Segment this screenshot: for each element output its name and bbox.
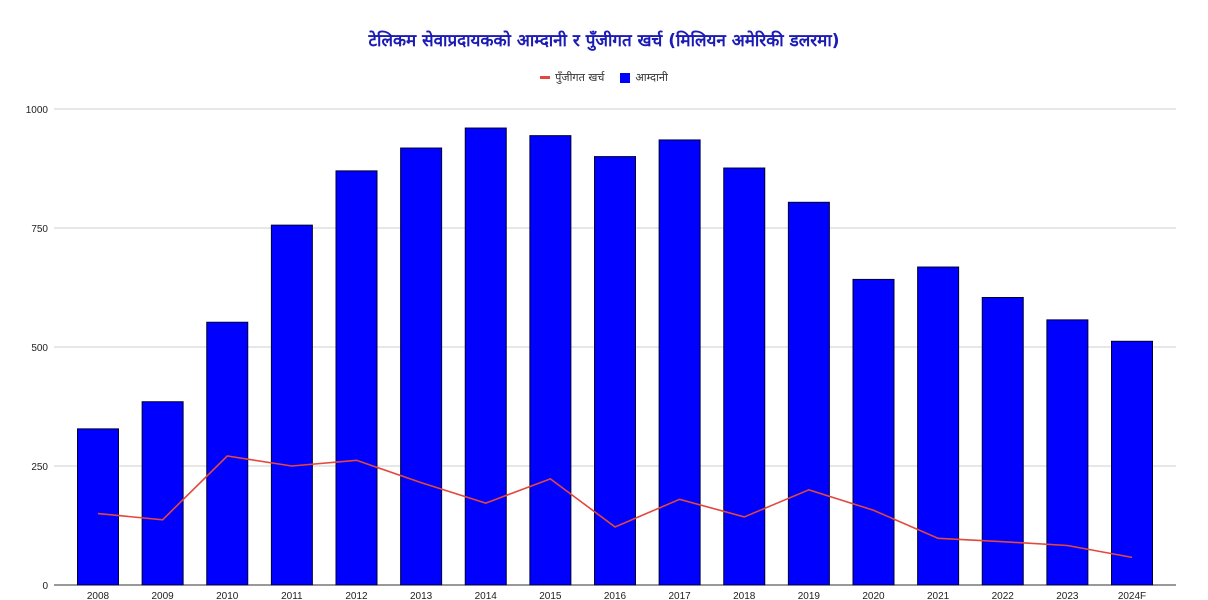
x-tick-label: 2014	[475, 591, 498, 600]
bar	[335, 170, 378, 586]
y-tick-label: 750	[31, 224, 48, 235]
x-tick-label: 2023	[1056, 591, 1079, 600]
legend-label-capex: पुँजीगत खर्च	[555, 71, 605, 84]
bar	[787, 201, 830, 586]
bar	[1046, 319, 1089, 586]
bar	[1111, 340, 1153, 586]
bar	[529, 135, 572, 586]
bar	[141, 401, 184, 586]
x-tick-label: 2021	[927, 591, 950, 600]
bar	[400, 147, 443, 586]
bar	[658, 139, 701, 586]
bar	[981, 296, 1024, 586]
x-tick-label: 2022	[992, 591, 1015, 600]
x-tick-label: 2013	[410, 591, 433, 600]
legend: पुँजीगत खर्च आम्दानी	[0, 70, 1208, 85]
bar	[852, 278, 895, 586]
x-tick-label: 2008	[87, 591, 110, 600]
legend-bar-swatch	[620, 72, 631, 83]
chart-title: टेलिकम सेवाप्रदायकको आम्दानी र पुँजीगत ख…	[368, 31, 840, 51]
bar	[464, 127, 507, 586]
legend-label-revenue: आम्दानी	[635, 71, 668, 84]
legend-item-capex: पुँजीगत खर्च	[540, 70, 604, 85]
x-tick-label: 2024F	[1118, 591, 1146, 600]
x-tick-label: 2016	[604, 591, 627, 600]
y-tick-label: 500	[31, 343, 48, 354]
x-tick-label: 2010	[216, 591, 239, 600]
y-tick-label: 1000	[26, 105, 49, 116]
x-tick-label: 2017	[669, 591, 692, 600]
bar	[917, 266, 960, 586]
x-tick-label: 2011	[281, 591, 303, 600]
y-tick-label: 0	[42, 581, 48, 592]
legend-item-revenue: आम्दानी	[620, 70, 668, 85]
bar	[270, 224, 313, 586]
x-tick-label: 2009	[152, 591, 175, 600]
x-tick-label: 2018	[733, 591, 756, 600]
bar	[206, 321, 249, 586]
x-tick-label: 2020	[862, 591, 885, 600]
x-tick-label: 2019	[798, 591, 821, 600]
x-tick-label: 2015	[539, 591, 562, 600]
bar	[723, 167, 766, 586]
bar	[77, 428, 119, 586]
x-tick-label: 2012	[345, 591, 368, 600]
legend-line-swatch	[540, 76, 551, 79]
line-series-capex	[97, 455, 1133, 559]
y-tick-label: 250	[31, 462, 48, 473]
bar	[594, 156, 636, 586]
